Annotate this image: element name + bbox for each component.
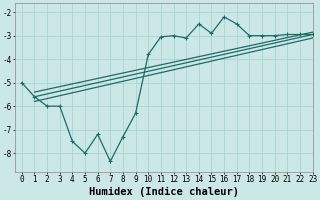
X-axis label: Humidex (Indice chaleur): Humidex (Indice chaleur) — [89, 187, 239, 197]
